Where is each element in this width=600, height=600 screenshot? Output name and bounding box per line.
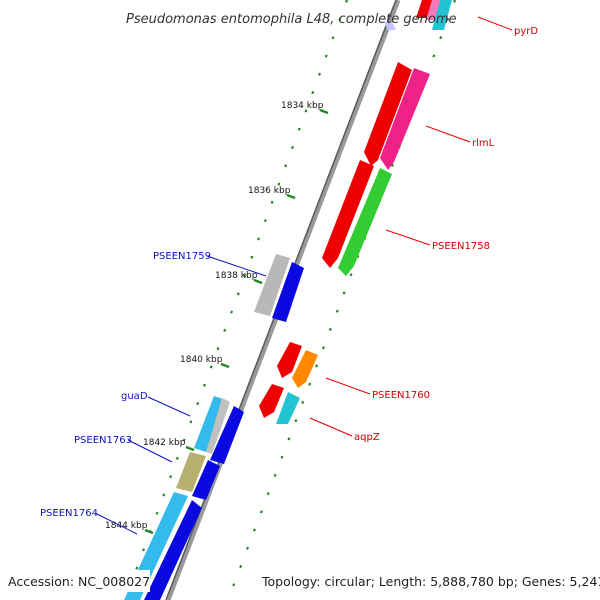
accession-text: Accession: NC_008027: [8, 574, 150, 589]
gene-guaD-lightblue[interactable]: [194, 396, 226, 452]
kbp-labels: 1834 kbp 1836 kbp 1838 kbp 1840 kbp 1842…: [105, 101, 324, 531]
tick-label-1840: 1840 kbp: [180, 355, 223, 365]
genome-summary-text: Topology: circular; Length: 5,888,780 bp…: [261, 574, 600, 589]
label-leaders-forward: [309, 16, 513, 437]
summary-backdrop: [256, 570, 600, 592]
gene-aqpZ-red[interactable]: [259, 384, 284, 418]
gene-label-PSEEN1764[interactable]: PSEEN1764: [40, 508, 98, 519]
gene-top-lavender[interactable]: [384, 22, 396, 30]
gene-rlmL-red[interactable]: [364, 62, 412, 166]
tick-label-1836: 1836 kbp: [248, 186, 291, 196]
gene-labels-forward: pyrD rlmL PSEEN1758 PSEEN1760 aqpZ: [354, 26, 538, 443]
gene-PSEEN1758-red[interactable]: [322, 160, 374, 268]
gene-PSEEN1763-olive[interactable]: [176, 452, 206, 492]
gene-label-guaD[interactable]: guaD: [121, 391, 148, 402]
gene-PSEEN1764-blue[interactable]: [144, 500, 202, 600]
gene-label-PSEEN1759[interactable]: PSEEN1759: [153, 251, 211, 262]
genome-title: Pseudomonas entomophila L48, complete ge…: [126, 12, 457, 27]
gene-guaD-gray[interactable]: [206, 398, 230, 454]
kbp-ticks: [144, 108, 329, 535]
gene-PSEEN1763-blue[interactable]: [192, 460, 220, 500]
tick-label-1834: 1834 kbp: [281, 101, 324, 111]
gene-guaD-blue[interactable]: [210, 406, 244, 464]
gene-label-aqpZ[interactable]: aqpZ: [354, 432, 380, 443]
gene-label-pyrD[interactable]: pyrD: [514, 26, 538, 37]
tick-label-1838: 1838 kbp: [215, 271, 258, 281]
tick-label-1844: 1844 kbp: [105, 521, 148, 531]
gene-label-PSEEN1760[interactable]: PSEEN1760: [372, 390, 430, 401]
forward-strand-genes: [259, 0, 452, 424]
tick-label-1842: 1842 kbp: [143, 438, 186, 448]
gene-pyrD-cyan[interactable]: [432, 0, 452, 30]
gene-PSEEN1760-orange[interactable]: [292, 350, 318, 388]
reverse-strand-genes: [124, 254, 304, 600]
gene-PSEEN1758-green[interactable]: [338, 168, 392, 276]
label-leaders-reverse: [94, 255, 267, 535]
gene-label-rlmL[interactable]: rlmL: [472, 138, 495, 149]
gene-aqpZ-cyan[interactable]: [276, 392, 300, 424]
accession-backdrop: [0, 570, 150, 592]
gene-rlmL-pink[interactable]: [380, 68, 430, 170]
gene-PSEEN1759-blue[interactable]: [272, 262, 304, 322]
inner-dotted-track: [123, 0, 349, 600]
gene-PSEEN1759-gray[interactable]: [254, 254, 290, 316]
gene-PSEEN1760-red[interactable]: [277, 342, 302, 378]
gene-label-PSEEN1763[interactable]: PSEEN1763: [74, 435, 132, 446]
gene-labels-reverse: PSEEN1759 guaD PSEEN1763 PSEEN1764: [40, 251, 211, 519]
gene-label-PSEEN1758[interactable]: PSEEN1758: [432, 241, 490, 252]
